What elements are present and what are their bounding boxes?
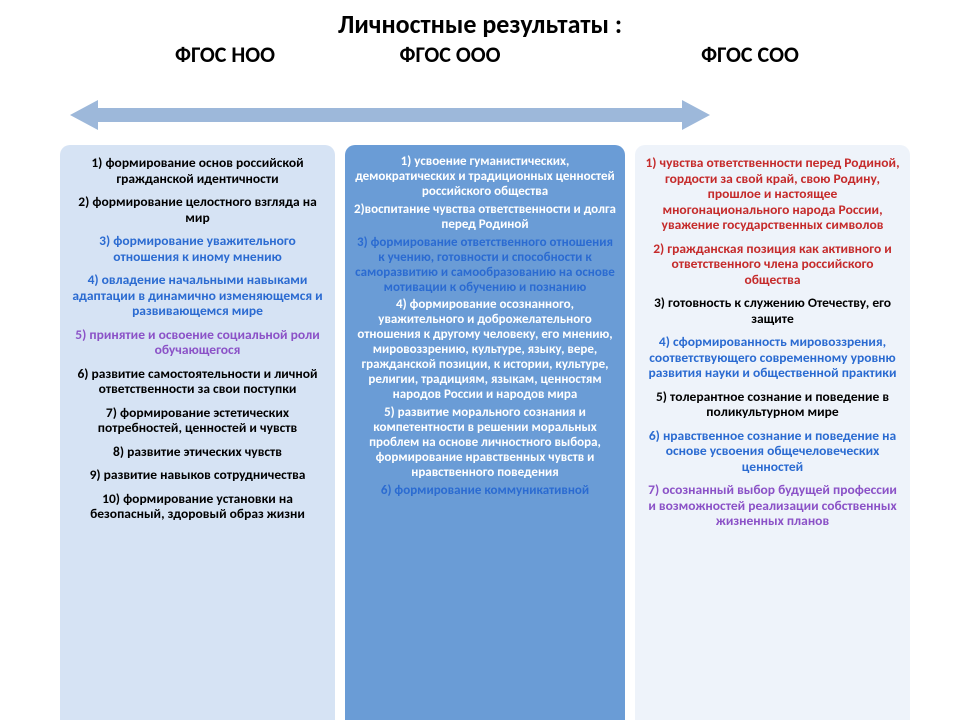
- list-item: 1) формирование основ российской граждан…: [68, 155, 327, 186]
- list-item: 1) чувства ответственности перед Родиной…: [643, 155, 902, 233]
- list-item: 3) формирование ответственного отношения…: [353, 236, 617, 296]
- column-ooo: 1) усвоение гуманистических, демократиче…: [345, 145, 625, 720]
- list-item: 10) формирование установки на безопасный…: [68, 491, 327, 522]
- page-title: Личностные результаты :: [0, 8, 960, 40]
- list-item: 8) развитие этических чувств: [68, 444, 327, 460]
- column-header-3: ФГОС СОО: [680, 42, 820, 67]
- list-item: 9) развитие навыков сотрудничества: [68, 467, 327, 483]
- list-item: 5) принятие и освоение социальной роли о…: [68, 327, 327, 358]
- list-item: 2) формирование целостного взгляда на ми…: [68, 194, 327, 225]
- list-item: 3) формирование уважительного отношения …: [68, 233, 327, 264]
- list-item: 4) овладение начальными навыками адаптац…: [68, 272, 327, 319]
- list-item: 7) формирование эстетических потребносте…: [68, 405, 327, 436]
- column-header-2: ФГОС ООО: [380, 42, 520, 67]
- column-noo: 1) формирование основ российской граждан…: [60, 145, 335, 720]
- list-item: 6) формирование коммуникативной: [353, 484, 617, 499]
- column-soo: 1) чувства ответственности перед Родиной…: [635, 145, 910, 720]
- list-item: 5) развитие морального сознания и компет…: [353, 406, 617, 481]
- list-item: 5) толерантное сознание и поведение в по…: [643, 389, 902, 420]
- list-item: 2) гражданская позиция как активного и о…: [643, 241, 902, 288]
- list-item: 4) формирование осознанного, уважительно…: [353, 298, 617, 403]
- list-item: 7) осознанный выбор будущей профессии и …: [643, 482, 902, 529]
- list-item: 4) сформированность мировоззрения, соотв…: [643, 334, 902, 381]
- double-arrow-icon: [70, 100, 710, 130]
- list-item: 6) развитие самостоятельности и личной о…: [68, 366, 327, 397]
- list-item: 1) усвоение гуманистических, демократиче…: [353, 155, 617, 200]
- column-header-1: ФГОС НОО: [155, 42, 295, 67]
- list-item: 6) нравственное сознание и поведение на …: [643, 428, 902, 475]
- list-item: 3) готовность к служению Отечеству, его …: [643, 295, 902, 326]
- list-item: 2)воспитание чувства ответственности и д…: [353, 203, 617, 233]
